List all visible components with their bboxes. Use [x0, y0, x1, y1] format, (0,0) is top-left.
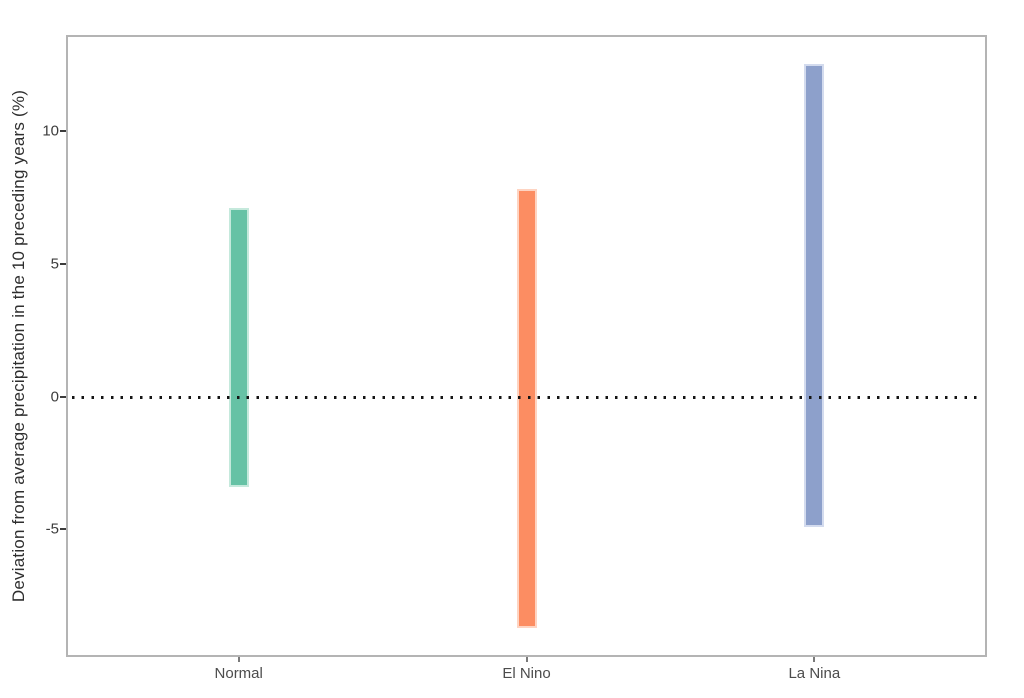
x-tick-mark [813, 657, 816, 662]
y-tick-label: 5 [50, 255, 59, 273]
range-bar-normal [228, 207, 249, 487]
x-tick-mark [237, 657, 240, 662]
y-tick-label: 0 [50, 388, 59, 405]
range-bar-la-nina [804, 64, 825, 527]
plot-panel [66, 35, 987, 657]
y-tick-mark [60, 395, 66, 398]
zero-reference-line [72, 396, 981, 399]
x-tick-label-el-nino: El Nino [502, 665, 551, 682]
x-tick-mark [525, 657, 528, 662]
y-tick-mark [60, 528, 66, 531]
x-tick-label-la-nina: La Nina [788, 665, 841, 682]
x-tick-label-normal: Normal [214, 665, 263, 682]
y-tick-mark [60, 262, 66, 265]
y-tick-mark [60, 129, 66, 132]
y-tick-label: 10 [42, 122, 59, 140]
range-bar-el-nino [516, 189, 537, 628]
y-tick-label: -5 [45, 520, 59, 538]
